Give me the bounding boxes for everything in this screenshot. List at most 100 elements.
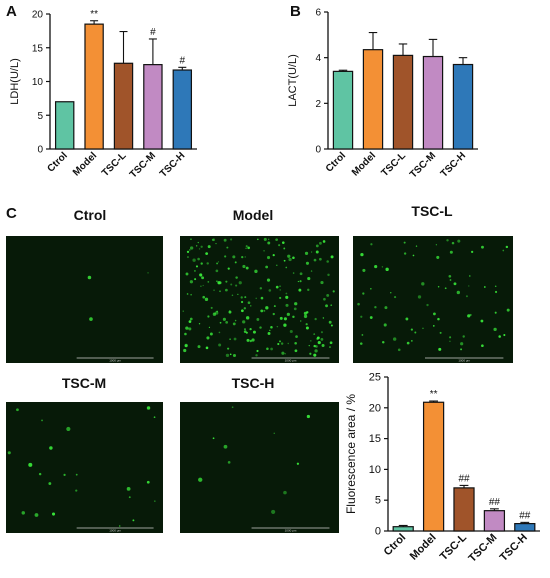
chart-2-bar-ctrol [392, 526, 414, 532]
fluorescent-cell [493, 327, 497, 332]
fluorescent-cell [494, 285, 497, 288]
fluorescent-cell [227, 347, 230, 350]
fluorescent-cell [292, 256, 295, 260]
fluorescent-cell [411, 340, 413, 342]
fluorescent-cell [216, 262, 218, 265]
fluorescent-cell [385, 267, 389, 271]
fluorescent-cell [317, 340, 321, 345]
fluorescent-cell [444, 287, 447, 290]
fluorescent-cell [307, 276, 311, 281]
fluorescent-cell [232, 255, 236, 259]
fluorescent-cell [232, 353, 236, 358]
fluorescent-cell [332, 290, 335, 293]
fluorescent-cell [237, 293, 239, 296]
fluorescent-cell [200, 285, 202, 288]
chart-1-xtick-label-tsc-l: TSC-L [380, 150, 409, 179]
fluorescent-cell [184, 332, 187, 336]
chart-1-xtick-label-tsc-h: TSC-H [439, 150, 468, 179]
fluorescent-cell [216, 280, 218, 283]
fluorescent-cell [197, 241, 199, 244]
fluorescent-cell [201, 276, 205, 280]
fluorescent-cell [412, 254, 415, 257]
fluorescent-cell [202, 284, 204, 287]
fluorescent-cell [63, 473, 66, 476]
fluorescent-cell [132, 519, 135, 522]
chart-0-significance-tsc-m: # [150, 27, 156, 38]
micrograph-background [6, 236, 163, 363]
fluorescent-cell [268, 289, 272, 292]
fluorescent-cell [182, 310, 184, 312]
fluorescent-cell [462, 335, 465, 338]
chart-2-xtick-label-tsc-l: TSC-L [438, 531, 470, 563]
fluorescent-cell [284, 353, 286, 355]
micrograph-tsc-l: 1000 μm [353, 236, 513, 363]
fluorescent-cell [218, 331, 221, 334]
fluorescent-cell [222, 317, 226, 321]
fluorescent-cell [189, 246, 194, 250]
fluorescent-cell [506, 308, 510, 312]
fluorescent-cell [469, 313, 472, 317]
fluorescent-cell [245, 266, 249, 270]
fluorescent-cell [240, 296, 243, 299]
fluorescent-cell [305, 326, 309, 330]
fluorescent-cell [292, 272, 295, 274]
fluorescent-cell [293, 307, 297, 311]
fluorescent-cell [374, 265, 378, 269]
fluorescent-cell [7, 451, 11, 455]
fluorescent-cell [287, 254, 291, 258]
fluorescent-cell [303, 314, 308, 319]
fluorescent-cell [320, 331, 323, 334]
chart-1-ytick-label: 4 [315, 53, 321, 64]
chart-1-xtick-label-ctrol: Ctrol [324, 150, 348, 174]
fluorescent-cell [369, 316, 373, 319]
fluorescent-cell [126, 486, 131, 491]
fluorescent-cell [294, 302, 298, 306]
fluorescent-cell [283, 490, 287, 495]
chart-2-ytick-label: 15 [369, 433, 381, 445]
fluorescent-cell [414, 331, 417, 334]
fluorescent-cell [329, 341, 333, 345]
fluorescent-cell [146, 406, 151, 410]
fluorescent-cell [397, 348, 401, 352]
fluorescent-cell [189, 317, 193, 321]
fluorescent-cell [403, 241, 406, 244]
chart-0-xtick-label-tsc-h: TSC-H [158, 150, 187, 179]
fluorescent-cell [392, 337, 397, 341]
fluorescent-cell [87, 275, 92, 280]
fluorescent-cell [449, 279, 452, 281]
fluorescent-cell [456, 290, 460, 295]
scale-bar-label: 1000 μm [285, 359, 297, 363]
chart-2-ytick-label: 20 [369, 402, 381, 414]
fluorescent-cell [186, 250, 190, 254]
fluorescent-cell [190, 293, 192, 296]
chart-0-ytick-label: 15 [32, 43, 44, 54]
fluorescent-cell [288, 257, 292, 262]
chart-0-ytick-label: 10 [32, 77, 44, 88]
fluorescent-cell [255, 354, 258, 357]
fluorescent-cell [48, 482, 52, 485]
fluorescent-cell [225, 353, 230, 358]
fluorescent-cell [229, 338, 231, 340]
fluorescent-cell [217, 261, 220, 263]
fluorescent-cell [271, 509, 276, 514]
fluorescent-cell [260, 296, 264, 300]
fluorescent-cell [242, 320, 246, 324]
chart-2-ytick-label: 25 [369, 372, 381, 384]
fluorescent-cell [270, 325, 273, 329]
fluorescent-cell [268, 238, 270, 240]
fluorescent-cell [362, 268, 366, 272]
fluorescent-cell [207, 245, 211, 249]
fluorescent-cell [330, 255, 334, 259]
fluorescent-cell [314, 349, 318, 353]
chart-2-ytick-label: 10 [369, 464, 381, 476]
fluorescent-cell [283, 247, 286, 250]
fluorescent-cell [28, 462, 33, 467]
fluorescent-cell [330, 324, 333, 327]
fluorescent-cell [184, 343, 188, 347]
fluorescent-cell [449, 340, 451, 342]
fluorescent-cell [321, 343, 325, 347]
micrograph-title-ctrol: Ctrol [74, 207, 107, 223]
chart-ldh: 0 5 10 15 20 LDH(U/L) Ctrol ** Model TSC-L # TSC-M #… [9, 9, 197, 181]
fluorescent-cell [251, 338, 255, 342]
